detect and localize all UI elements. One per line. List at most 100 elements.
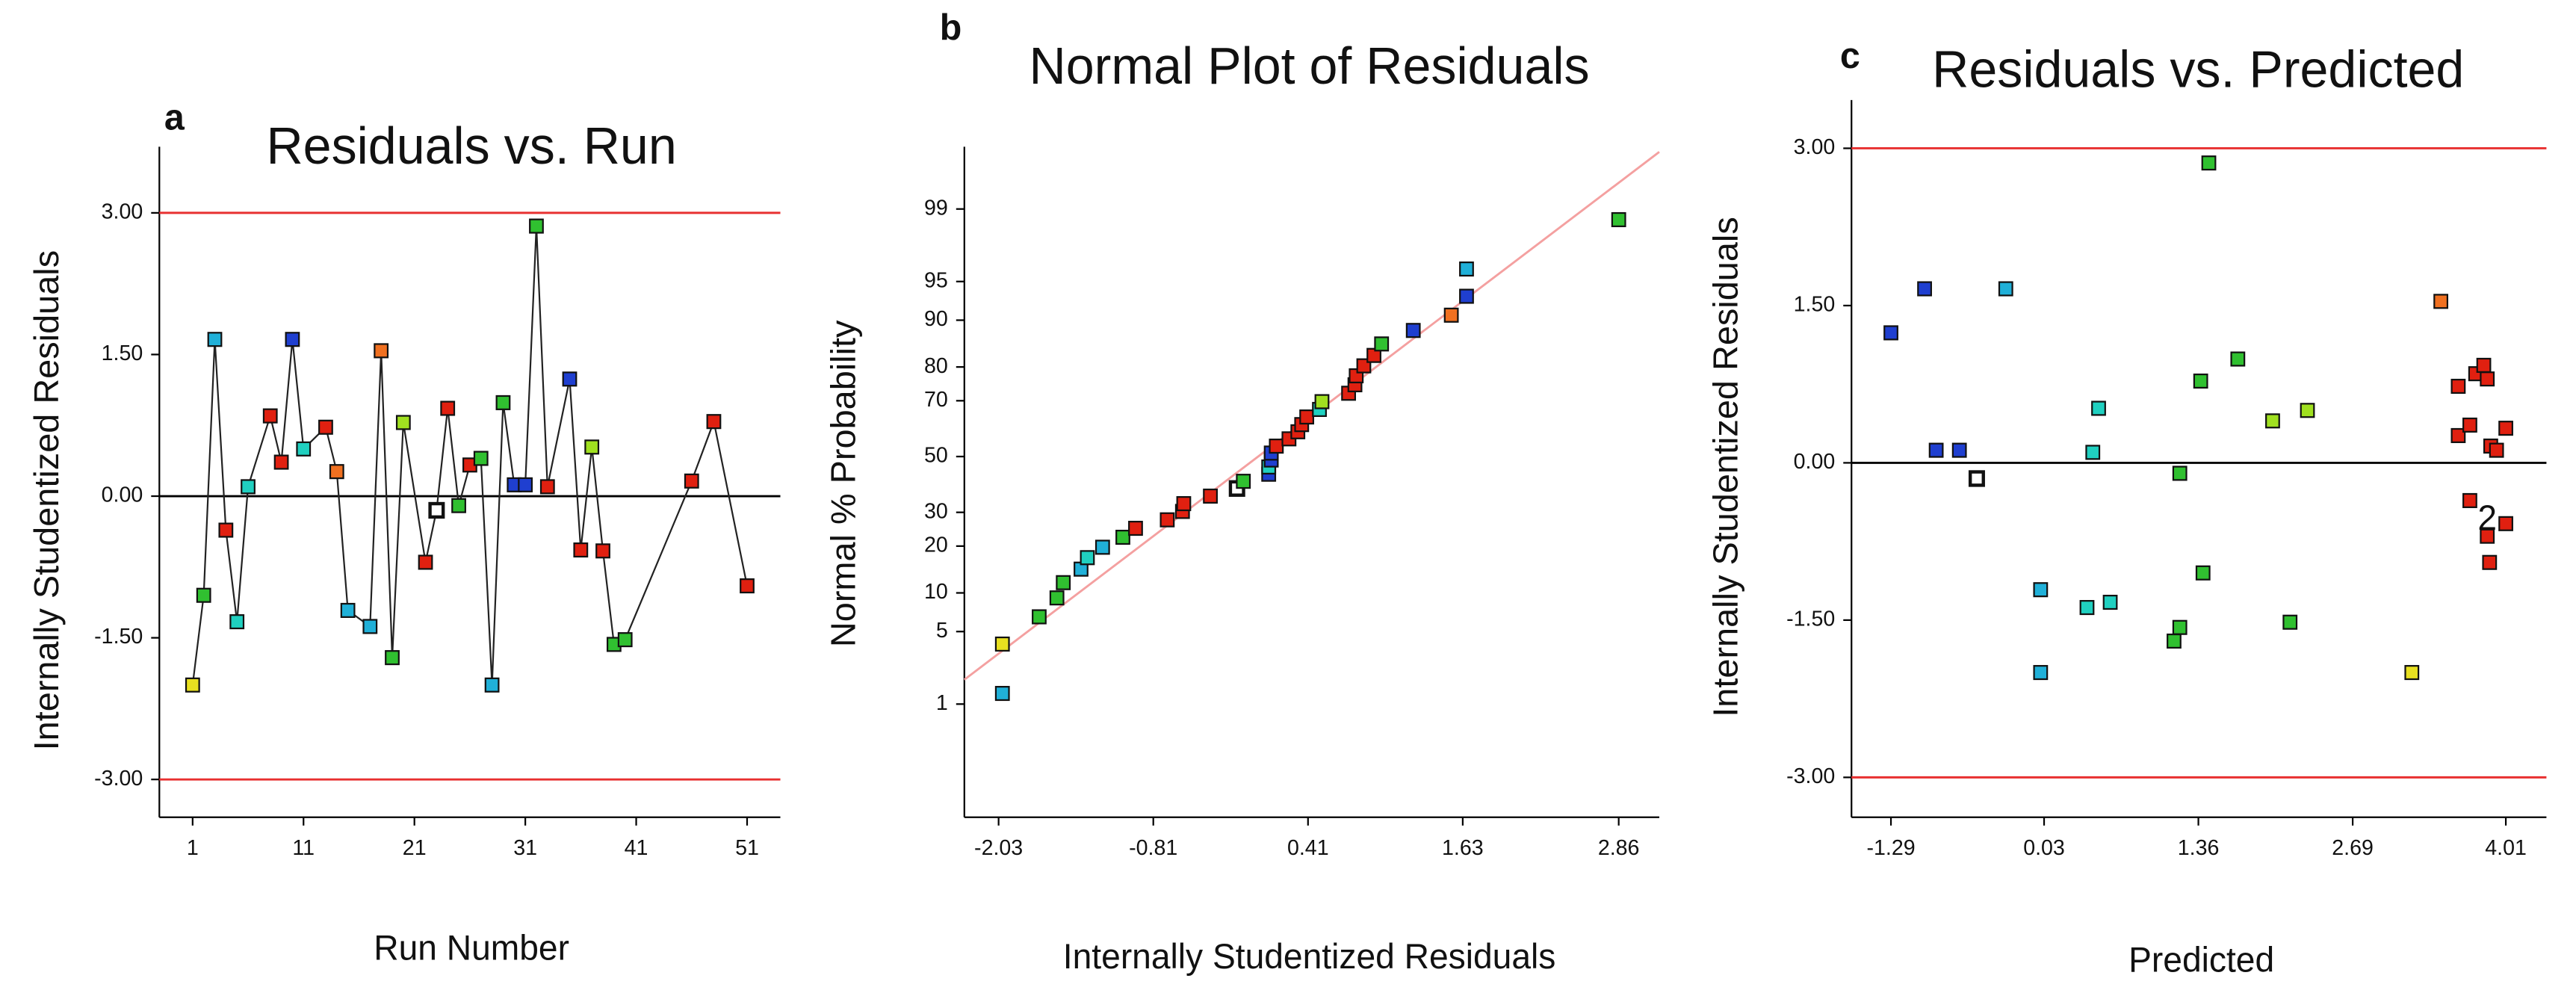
point [2172, 619, 2188, 635]
y-tick-label: 99 [924, 196, 948, 220]
x-axis-label: Run Number [374, 928, 569, 967]
point [994, 685, 1010, 702]
y-tick-label: 0.00 [1794, 450, 1836, 474]
point [2450, 378, 2466, 395]
point [262, 408, 278, 424]
point [418, 554, 433, 570]
x-tick-label: 11 [292, 836, 315, 860]
y-tick-label: -3.00 [1786, 764, 1835, 788]
point [385, 650, 400, 666]
point [1951, 442, 1967, 458]
y-tick-label: 1 [936, 691, 948, 715]
point [2462, 417, 2477, 433]
y-tick-label: -1.50 [1786, 607, 1835, 631]
point [562, 371, 578, 387]
point [539, 479, 555, 495]
x-tick-label: 41 [625, 836, 648, 860]
point [318, 419, 333, 435]
y-tick-label: 0.00 [102, 483, 143, 507]
point [2230, 351, 2246, 367]
point [440, 400, 456, 416]
point [573, 542, 589, 558]
point [518, 477, 533, 492]
y-tick-label: 1.50 [1794, 292, 1836, 316]
point [1611, 211, 1626, 228]
x-tick-label: 0.03 [2023, 836, 2065, 860]
point [2480, 528, 2495, 544]
point [1314, 394, 1330, 409]
point [1176, 495, 1192, 512]
point [1049, 590, 1065, 606]
y-tick-label: 10 [924, 580, 948, 604]
chart-title: Residuals vs. Predicted [1932, 40, 2464, 99]
y-axis-label: Normal % Probability [824, 320, 863, 647]
point [994, 636, 1010, 652]
point [1080, 550, 1095, 566]
point [2404, 665, 2420, 681]
point [617, 632, 633, 648]
x-tick-label: 4.01 [2485, 836, 2527, 860]
x-axis-label: Predicted [2128, 940, 2274, 979]
point [1917, 281, 1932, 297]
y-tick-label: 3.00 [102, 200, 143, 223]
point [2091, 400, 2106, 416]
point [207, 332, 223, 347]
point [2193, 373, 2208, 389]
point [706, 414, 722, 430]
point [229, 614, 245, 630]
point [2462, 492, 2477, 508]
point [428, 501, 445, 519]
x-axis-label: Internally Studentized Residuals [1063, 936, 1556, 975]
y-tick-label: -1.50 [94, 625, 143, 649]
point [1269, 439, 1284, 454]
point [296, 441, 312, 457]
point [1366, 347, 1381, 363]
point [2265, 413, 2280, 429]
point [1032, 609, 1047, 625]
point [1128, 521, 1143, 536]
point [2033, 665, 2049, 681]
y-tick-label: 5 [936, 619, 948, 643]
x-tick-label: 1.63 [1442, 836, 1484, 860]
point [2201, 155, 2217, 171]
point [329, 464, 344, 480]
point [2489, 442, 2504, 458]
point [473, 451, 489, 466]
x-tick-label: 1.36 [2178, 836, 2220, 860]
point [362, 619, 378, 634]
point [2102, 595, 2118, 610]
point [395, 415, 411, 430]
point [595, 543, 610, 559]
point [241, 479, 256, 495]
point [451, 498, 466, 513]
point [529, 218, 544, 234]
point [2480, 371, 2495, 387]
point [1968, 470, 1985, 487]
y-tick-label: 80 [924, 354, 948, 378]
point [495, 395, 511, 410]
chart-title: Residuals vs. Run [266, 117, 676, 176]
point [273, 454, 289, 470]
point [2300, 403, 2315, 418]
point [1459, 261, 1474, 277]
y-axis-label: Internally Studentized Residuals [1706, 217, 1745, 717]
point [1159, 512, 1175, 528]
y-tick-label: 1.50 [102, 341, 143, 365]
point [684, 473, 699, 489]
point [484, 677, 500, 693]
x-tick-label: 0.41 [1287, 836, 1329, 860]
point [2079, 600, 2095, 616]
point [1998, 281, 2013, 297]
point [1095, 539, 1110, 555]
point [185, 677, 200, 693]
point [285, 332, 300, 347]
x-tick-label: 21 [403, 836, 427, 860]
panel-label: c [1840, 36, 1860, 76]
point [2498, 516, 2513, 531]
y-axis-label: Internally Studentized Residuals [27, 250, 66, 750]
point [2433, 294, 2449, 309]
panel-label: b [940, 7, 962, 48]
point [740, 578, 755, 594]
